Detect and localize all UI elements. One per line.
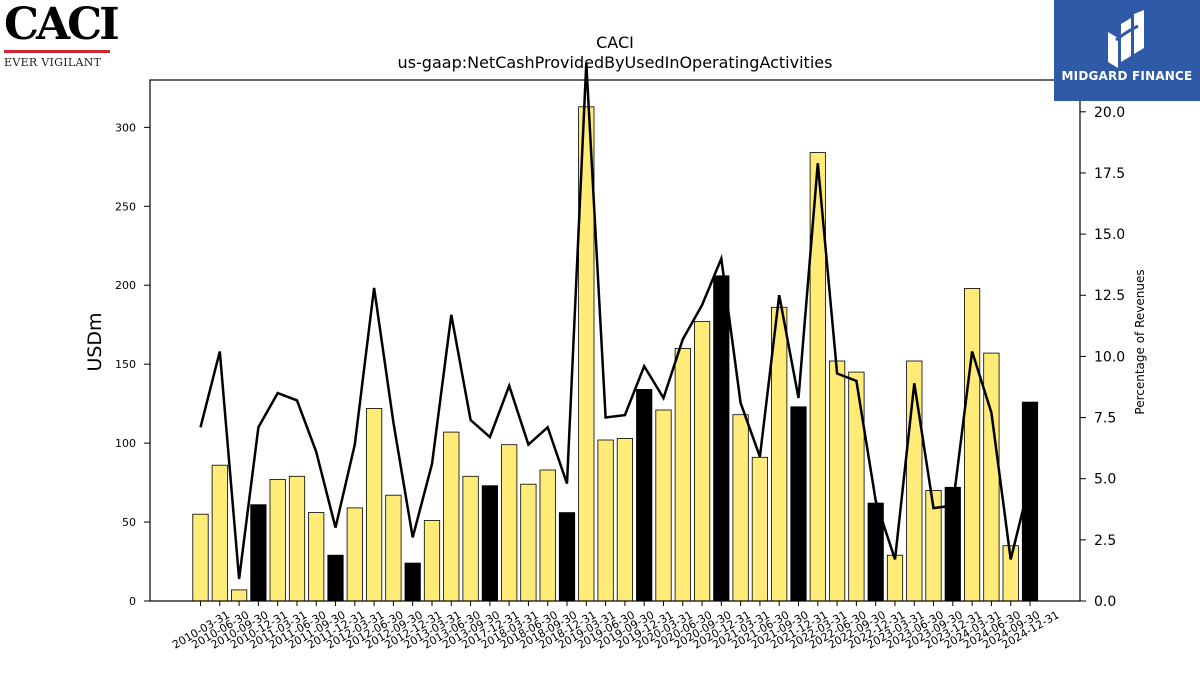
y2-tick-label: 15.0	[1094, 227, 1125, 243]
midgard-logo: MIDGARD FINANCE	[1054, 0, 1200, 101]
chart-subtitle: us-gaap:NetCashProvidedByUsedInOperating…	[398, 53, 833, 72]
bar-2018-12-31	[558, 512, 576, 602]
y-tick-label: 150	[115, 358, 136, 371]
y-tick-label: 0	[129, 595, 136, 608]
percentage-line	[199, 62, 1032, 580]
bar-2012-03-31	[346, 507, 363, 602]
y2-tick-label: 20.0	[1094, 105, 1125, 121]
midgard-mark-icon	[1108, 10, 1144, 68]
y2-axis-label: Percentage of Revenues	[1133, 269, 1147, 414]
bar-2024-03-31	[964, 287, 981, 602]
bar-2022-06-30	[829, 360, 846, 602]
y2-tick-label: 7.5	[1094, 411, 1116, 427]
bar-2012-09-30	[385, 494, 402, 602]
bar-2020-06-30	[674, 347, 691, 602]
caci-logo: CACI EVER VIGILANT	[4, 0, 120, 70]
bar-2019-06-30	[597, 439, 614, 602]
bar-2019-09-30	[616, 437, 634, 602]
bar-2020-03-31	[655, 409, 672, 602]
bar-2021-06-30	[751, 456, 769, 602]
bar-2011-06-30	[288, 475, 306, 602]
y-tick-label: 300	[115, 121, 136, 134]
bar-2010-12-31	[250, 504, 267, 602]
bar-2023-03-31	[886, 554, 904, 602]
y2-tick-label: 12.5	[1094, 288, 1125, 304]
y2-tick-label: 5.0	[1094, 472, 1116, 488]
y-tick-label: 250	[115, 200, 136, 213]
y-tick-label: 200	[115, 279, 136, 292]
caci-logo-rule	[4, 50, 110, 53]
y-tick-label: 50	[122, 516, 136, 529]
plot-frame	[149, 79, 1081, 602]
bar-2021-12-31	[790, 406, 807, 602]
bar-2021-09-30	[771, 306, 788, 602]
bar-2010-06-30	[211, 464, 228, 602]
caci-logo-wordmark: CACI	[4, 0, 120, 50]
bar-2010-09-30	[230, 589, 248, 602]
bar-2022-09-30	[848, 371, 865, 602]
bar-2013-06-30	[443, 431, 460, 602]
y-tick-label: 100	[115, 437, 136, 450]
bar-2013-09-30	[462, 475, 479, 602]
bar-2018-09-30	[539, 469, 556, 602]
bar-2010-03-31	[192, 513, 209, 602]
bars-group	[192, 106, 1039, 602]
caci-logo-tagline: EVER VIGILANT	[4, 56, 102, 69]
bar-2011-03-31	[269, 478, 286, 602]
bar-2012-06-30	[365, 407, 383, 602]
y2-tick-label: 2.5	[1094, 533, 1116, 549]
bar-2021-03-31	[732, 414, 749, 602]
y-axis-label: USDm	[84, 312, 106, 371]
bar-2013-03-31	[423, 520, 441, 602]
y2-tick-label: 17.5	[1094, 166, 1125, 182]
y-axis-right: 0.0 2.5 5.0 7.5 10.0 12.5 15.0 17.5 20.0	[1080, 105, 1125, 610]
bar-2018-06-30	[520, 483, 537, 602]
bar-2020-09-30	[694, 321, 711, 602]
bar-2023-06-30	[906, 360, 923, 602]
bar-2020-12-31	[713, 275, 730, 602]
x-axis: 2010-03-312010-06-302010-09-302010-12-31…	[170, 601, 1062, 652]
midgard-logo-name: MIDGARD FINANCE	[1061, 69, 1193, 83]
bar-2019-12-31	[636, 388, 653, 602]
bar-2011-09-30	[308, 512, 325, 602]
y2-tick-label: 10.0	[1094, 349, 1125, 365]
bar-2018-03-31	[501, 444, 518, 602]
chart-title: CACI	[596, 33, 634, 52]
bar-2011-12-31	[327, 554, 344, 602]
bar-2012-12-31	[404, 562, 421, 602]
bar-2017-12-31	[481, 485, 499, 602]
y2-tick-label: 0.0	[1094, 594, 1116, 610]
bar-2024-06-30	[983, 352, 1000, 602]
y-axis-left: 0 50 100 150 200 250 300	[115, 121, 150, 608]
